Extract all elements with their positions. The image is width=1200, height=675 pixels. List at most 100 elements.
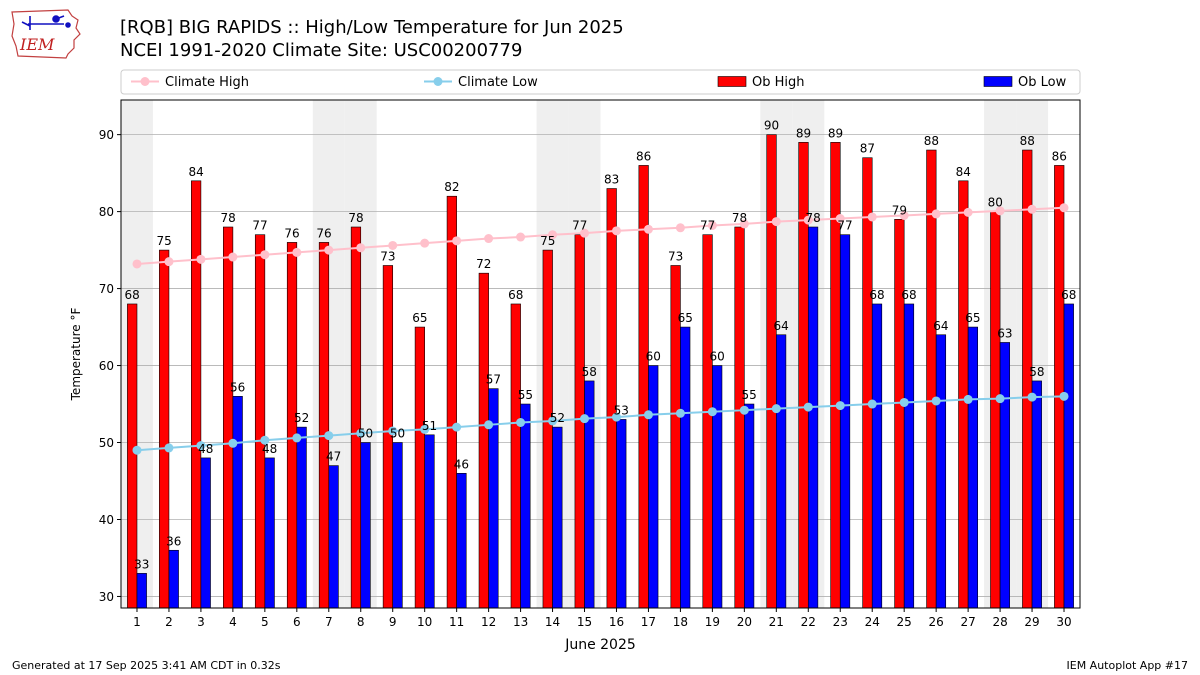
ob-low-bar-24: [871, 303, 883, 609]
ob-high-label-2: 75: [157, 234, 172, 248]
x-tick-label-28: 28: [992, 615, 1007, 629]
ob-low-label-27: 65: [965, 311, 980, 325]
legend-marker-climate-high: [140, 77, 150, 86]
x-tick-label-5: 5: [261, 615, 269, 629]
ob-low-bar-8: [360, 442, 371, 609]
climate-high-point-4: [228, 252, 238, 262]
climate-high-point-11: [452, 236, 462, 246]
ob-low-label-6: 52: [294, 411, 309, 425]
x-tick-label-23: 23: [833, 615, 848, 629]
ob-high-label-15: 77: [572, 219, 587, 233]
climate-high-point-17: [643, 224, 653, 234]
ob-high-label-13: 68: [508, 288, 523, 302]
y-tick-label-50: 50: [99, 436, 114, 450]
x-tick-label-12: 12: [481, 615, 496, 629]
legend-swatch-ob-high: [717, 76, 747, 87]
climate-high-point-18: [675, 223, 685, 233]
chart-title: [RQB] BIG RAPIDS :: High/Low Temperature…: [120, 17, 624, 38]
climate-low-point-9: [388, 426, 398, 436]
ob-low-label-21: 64: [773, 319, 788, 333]
gridlines: [121, 134, 1080, 597]
ob-low-label-16: 53: [614, 403, 629, 417]
climate-high-point-9: [388, 240, 398, 250]
ob-high-label-29: 88: [1020, 134, 1035, 148]
climate-high-point-20: [739, 219, 749, 229]
ob-low-label-24: 68: [869, 288, 884, 302]
x-tick-label-16: 16: [609, 615, 624, 629]
climate-low-point-22: [803, 402, 813, 412]
ob-low-label-20: 55: [742, 388, 757, 402]
ob-high-bar-13: [510, 303, 521, 609]
climate-high-point-28: [995, 206, 1005, 216]
ob-low-bar-19: [712, 365, 723, 609]
climate-high-point-6: [292, 247, 302, 257]
climate-low-point-15: [580, 414, 590, 424]
ob-high-bar-2: [159, 249, 170, 609]
climate-low-point-5: [260, 435, 270, 445]
x-tick-label-20: 20: [737, 615, 752, 629]
x-tick-label-30: 30: [1056, 615, 1071, 629]
ob-low-bar-23: [839, 234, 851, 609]
climate-low-point-29: [1027, 392, 1037, 402]
x-tick-label-25: 25: [897, 615, 912, 629]
ob-low-bar-16: [616, 419, 627, 609]
ob-high-label-30: 86: [1052, 149, 1067, 163]
ob-low-label-12: 57: [486, 373, 501, 387]
climate-low-point-16: [611, 412, 621, 422]
climate-high-point-22: [803, 215, 813, 225]
ob-high-label-7: 76: [316, 226, 331, 240]
climate-high-point-25: [899, 210, 909, 220]
climate-low-point-30: [1059, 391, 1069, 401]
climate-high-point-7: [324, 245, 334, 255]
climate-low-point-26: [931, 396, 941, 406]
ob-low-bar-22: [807, 226, 819, 609]
y-tick-label-60: 60: [99, 359, 114, 373]
climate-low-point-21: [771, 404, 781, 414]
bars: [127, 134, 1074, 609]
ob-low-label-11: 46: [454, 457, 469, 471]
ob-low-label-18: 65: [678, 311, 693, 325]
y-tick-label-30: 30: [99, 590, 114, 604]
ob-low-bar-11: [456, 473, 467, 609]
x-tick-label-8: 8: [357, 615, 365, 629]
climate-high-line: [136, 206, 1065, 265]
legend-label-ob-low: Ob Low: [1018, 75, 1067, 90]
ob-low-bar-18: [680, 326, 691, 609]
ob-high-bar-26: [926, 149, 937, 609]
ob-low-bar-13: [520, 403, 531, 609]
x-tick-label-9: 9: [389, 615, 397, 629]
ob-low-bar-4: [232, 396, 243, 609]
ob-high-bar-14: [542, 249, 553, 609]
climate-high-point-13: [516, 232, 526, 242]
ob-low-bar-14: [552, 426, 563, 609]
legend-label-climate-high: Climate High: [165, 75, 249, 90]
climate-low-point-12: [484, 420, 494, 430]
ob-high-bar-24: [862, 157, 873, 609]
ob-low-bar-26: [935, 334, 947, 609]
climate-low-point-7: [324, 431, 334, 441]
climate-low-point-19: [707, 407, 717, 417]
ob-high-label-27: 84: [956, 165, 971, 179]
x-tick-label-11: 11: [449, 615, 464, 629]
x-tick-label-7: 7: [325, 615, 333, 629]
ob-low-bar-9: [392, 442, 403, 609]
iowa-outline: [11, 9, 81, 59]
ob-low-bar-29: [1031, 380, 1042, 609]
y-tick-label-90: 90: [99, 128, 114, 142]
climate-low-point-28: [995, 394, 1005, 404]
legend-marker-climate-low: [433, 77, 443, 86]
legend-label-ob-high: Ob High: [752, 75, 805, 90]
ob-high-label-11: 82: [444, 180, 459, 194]
climate-low-point-25: [899, 397, 909, 407]
iem-logo: IEM: [11, 9, 81, 59]
x-tick-label-26: 26: [929, 615, 944, 629]
x-tick-label-24: 24: [865, 615, 880, 629]
ob-low-bar-20: [744, 403, 755, 609]
legend-swatch-ob-low: [983, 76, 1013, 87]
ob-high-label-12: 72: [476, 257, 491, 271]
ob-high-bar-19: [702, 234, 713, 609]
ob-low-label-2: 36: [166, 534, 181, 548]
x-tick-label-6: 6: [293, 615, 301, 629]
x-tick-label-15: 15: [577, 615, 592, 629]
ob-low-label-9: 50: [390, 427, 405, 441]
